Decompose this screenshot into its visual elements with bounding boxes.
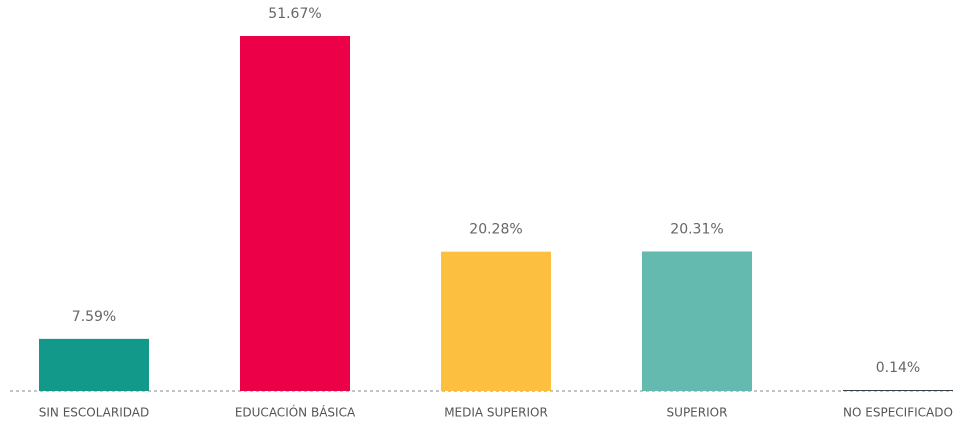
value-label: 0.14% [876,360,920,376]
bar [843,390,953,391]
bar [441,251,551,391]
x-tick-label: NO ESPECIFICADO [843,406,953,420]
bar [642,251,752,391]
value-label: 51.67% [268,6,321,22]
value-label: 20.31% [670,221,723,237]
bar [39,338,149,391]
x-tick-label: MEDIA SUPERIOR [444,406,548,420]
x-tick-label: SUPERIOR [667,406,728,420]
x-tick-label: SIN ESCOLARIDAD [39,406,150,420]
bar [240,36,350,391]
x-tick-label: EDUCACIÓN BÁSICA [235,405,356,420]
value-label: 20.28% [469,222,522,238]
value-label: 7.59% [72,309,116,325]
